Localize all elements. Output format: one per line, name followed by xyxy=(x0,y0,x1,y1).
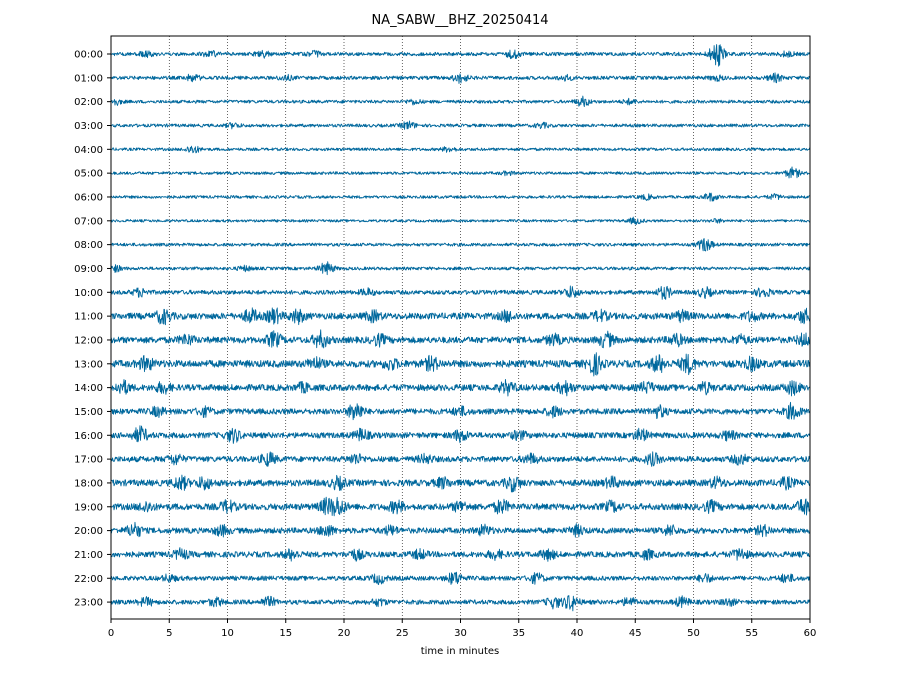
x-tick-label: 10 xyxy=(221,628,234,639)
y-tick-label: 17:00 xyxy=(74,455,103,466)
trace-1300 xyxy=(110,352,811,377)
trace-0500 xyxy=(110,166,811,179)
trace-1100 xyxy=(110,307,811,326)
trace-1000 xyxy=(110,285,811,300)
y-tick-label: 19:00 xyxy=(74,502,103,513)
x-tick-label: 55 xyxy=(745,628,758,639)
y-tick-label: 23:00 xyxy=(74,598,103,609)
y-tick-label: 03:00 xyxy=(74,121,103,132)
y-tick-label: 05:00 xyxy=(74,169,103,180)
y-tick-label: 02:00 xyxy=(74,97,103,108)
x-tick-label: 15 xyxy=(279,628,292,639)
x-axis-label: time in minutes xyxy=(421,646,500,657)
trace-1800 xyxy=(110,474,811,493)
y-tick-label: 18:00 xyxy=(74,478,103,489)
trace-2000 xyxy=(110,521,811,538)
trace-2100 xyxy=(110,547,811,562)
x-tick-label: 0 xyxy=(108,628,114,639)
traces xyxy=(110,44,811,612)
x-axis-ticks: 0 5 10 15 20 25 30 35 40 45 50 55 60 xyxy=(108,619,817,639)
trace-0100 xyxy=(110,72,811,84)
trace-1700 xyxy=(110,451,811,467)
y-tick-label: 20:00 xyxy=(74,526,103,537)
x-tick-label: 35 xyxy=(512,628,525,639)
trace-0700 xyxy=(110,216,811,225)
trace-2300 xyxy=(110,595,811,612)
x-tick-label: 40 xyxy=(571,628,584,639)
y-axis-ticks: 00:00 01:00 02:00 03:00 04:00 05:00 06:00 07:00… xyxy=(74,50,111,609)
trace-0000 xyxy=(110,44,811,67)
grid-lines xyxy=(168,36,753,619)
trace-1400 xyxy=(110,378,811,397)
x-tick-label: 60 xyxy=(804,628,817,639)
y-tick-label: 08:00 xyxy=(74,240,103,251)
trace-0600 xyxy=(110,192,811,202)
chart-title: NA_SABW__BHZ_20250414 xyxy=(371,13,548,28)
trace-1200 xyxy=(110,329,811,349)
y-tick-label: 01:00 xyxy=(74,73,103,84)
y-tick-label: 04:00 xyxy=(74,145,103,156)
y-tick-label: 16:00 xyxy=(74,431,103,442)
trace-2200 xyxy=(110,571,811,585)
x-tick-label: 50 xyxy=(687,628,700,639)
y-tick-label: 00:00 xyxy=(74,50,103,61)
trace-0300 xyxy=(110,120,811,130)
y-tick-label: 15:00 xyxy=(74,407,103,418)
y-tick-label: 06:00 xyxy=(74,192,103,203)
trace-0200 xyxy=(110,95,811,108)
y-tick-label: 07:00 xyxy=(74,216,103,227)
trace-0900 xyxy=(110,261,811,276)
trace-0800 xyxy=(110,238,811,252)
trace-1600 xyxy=(110,425,811,444)
x-tick-label: 5 xyxy=(166,628,172,639)
trace-1900 xyxy=(110,496,811,517)
trace-0400 xyxy=(110,145,811,154)
y-tick-label: 13:00 xyxy=(74,359,103,370)
y-tick-label: 22:00 xyxy=(74,574,103,585)
y-tick-label: 21:00 xyxy=(74,550,103,561)
x-tick-label: 45 xyxy=(629,628,642,639)
x-tick-label: 25 xyxy=(396,628,409,639)
trace-1500 xyxy=(110,401,811,421)
y-tick-label: 11:00 xyxy=(74,312,103,323)
x-tick-label: 20 xyxy=(338,628,351,639)
y-tick-label: 09:00 xyxy=(74,264,103,275)
x-tick-label: 30 xyxy=(454,628,467,639)
y-tick-label: 10:00 xyxy=(74,288,103,299)
y-tick-label: 12:00 xyxy=(74,335,103,346)
y-tick-label: 14:00 xyxy=(74,383,103,394)
